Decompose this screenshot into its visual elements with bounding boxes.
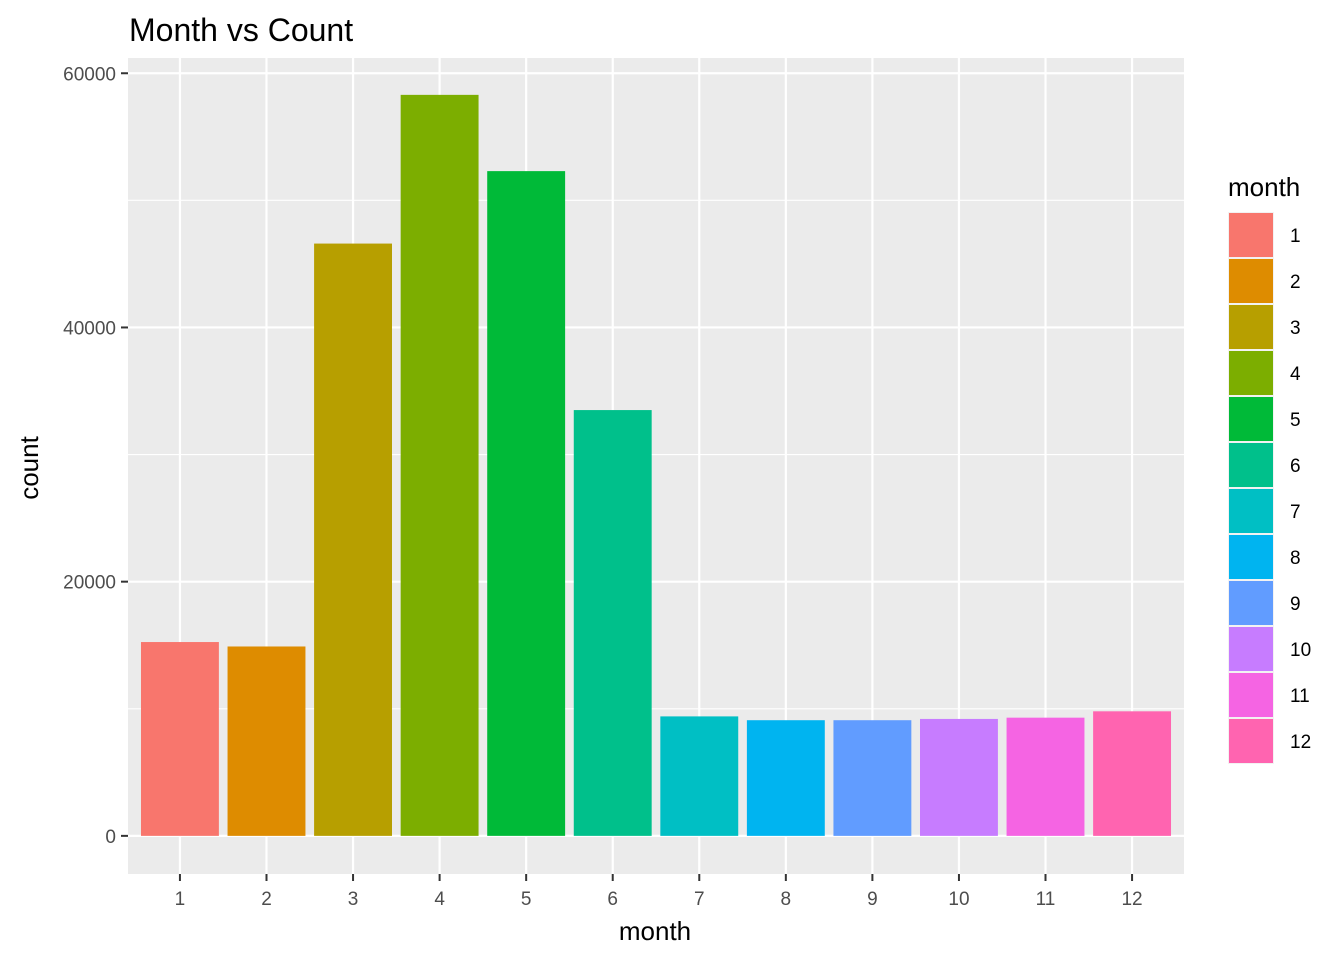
bar-month-11 [1006,717,1085,836]
x-axis-title: month [619,916,691,946]
legend-label: 11 [1290,686,1310,707]
legend-label: 2 [1290,272,1301,293]
bar-month-9 [833,720,912,836]
x-tick-label: 10 [948,889,969,910]
x-tick-label: 2 [261,889,272,910]
legend-swatch [1229,581,1273,625]
y-tick-label: 0 [105,827,116,848]
x-axis: 1 2 3 4 5 6 7 8 9 10 11 12 [175,874,1143,910]
x-tick-label: 12 [1121,889,1142,910]
bar-month-12 [1093,711,1172,836]
legend-label: 4 [1290,364,1301,385]
bar-month-1 [140,642,219,836]
chart-title: Month vs Count [129,12,353,48]
y-tick-label: 40000 [63,318,116,339]
y-axis: 0 20000 40000 60000 [63,64,128,848]
legend-swatch [1229,719,1273,763]
legend-swatch [1229,259,1273,303]
y-tick-label: 20000 [63,573,116,594]
bar-month-2 [227,646,306,836]
bars [140,94,1172,836]
legend-swatch [1229,397,1273,441]
legend-swatch [1229,305,1273,349]
bar-month-10 [920,718,998,836]
legend-label: 1 [1290,226,1301,247]
x-tick-label: 7 [694,889,705,910]
legend-label: 8 [1290,548,1301,569]
bar-month-7 [660,716,739,836]
x-tick-label: 3 [348,889,359,910]
x-tick-label: 9 [867,889,878,910]
y-axis-title: count [14,435,44,499]
legend-swatch [1229,351,1273,395]
bar-month-3 [314,243,392,836]
bar-month-8 [746,720,825,836]
x-tick-label: 4 [434,889,445,910]
legend-swatch [1229,535,1273,579]
legend-label: 6 [1290,456,1301,477]
legend-swatch [1229,443,1273,487]
legend-title: month [1228,172,1300,202]
legend-label: 12 [1290,732,1311,753]
bar-month-5 [487,171,566,836]
legend-label: 7 [1290,502,1301,523]
bar-month-4 [400,94,479,836]
x-tick-label: 6 [607,889,618,910]
legend-swatch [1229,673,1273,717]
x-tick-label: 8 [781,889,792,910]
x-tick-label: 1 [175,889,186,910]
y-tick-label: 60000 [63,64,116,85]
legend-swatch [1229,489,1273,533]
legend-label: 5 [1290,410,1301,431]
legend-label: 3 [1290,318,1301,339]
x-tick-label: 5 [521,889,532,910]
legend-swatch [1229,213,1273,257]
bar-month-6 [573,410,652,836]
legend-label: 9 [1290,594,1301,615]
x-tick-label: 11 [1036,889,1056,910]
legend-label: 10 [1290,640,1311,661]
legend-swatch [1229,627,1273,671]
